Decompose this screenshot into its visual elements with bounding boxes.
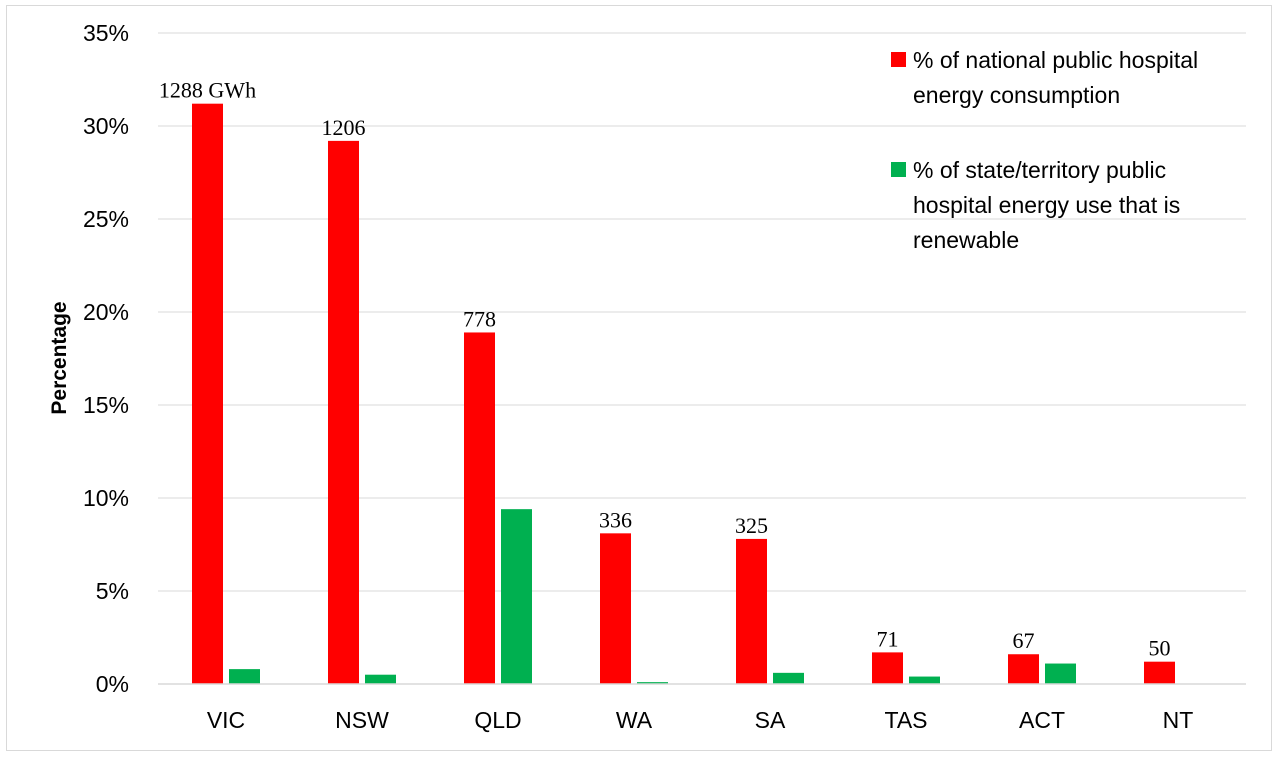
bar-national-share [600,533,631,684]
bars [192,103,1175,685]
legend-label: % of national public hospital [913,47,1198,73]
bar-national-share [1008,654,1039,684]
bar-national-share [736,538,767,684]
legend-label: % of state/territory public [913,157,1166,183]
bar-national-share [872,652,903,684]
bar-renewable-share [365,674,396,684]
legend-swatch [891,162,906,177]
data-label: 67 [1013,628,1035,653]
y-tick-label: 25% [83,206,129,232]
legend-label: hospital energy use that is [913,192,1180,218]
bar-national-share [1144,661,1175,684]
x-tick-label: WA [616,707,653,733]
x-tick-label: TAS [884,707,927,733]
legend-swatch [891,52,906,67]
legend-label: energy consumption [913,82,1120,108]
bar-renewable-share [229,669,260,684]
y-tick-label: 20% [83,299,129,325]
chart-frame [6,5,1272,751]
axes: 0% 5% 10% 15% 20% 25% 30% 35% VIC NSW QLD WA SA TAS AC… [83,20,1246,733]
data-label: 325 [735,513,768,538]
y-tick-label: 35% [83,20,129,46]
y-tick-label: 5% [96,578,129,604]
data-label: 50 [1149,636,1171,661]
x-tick-label: NSW [335,707,389,733]
bar-national-share [464,332,495,684]
data-label: 1288 GWh [159,78,256,103]
bar-renewable-share [501,509,532,684]
x-tick-label: ACT [1019,707,1065,733]
y-tick-label: 15% [83,392,129,418]
bar-national-share [328,140,359,684]
bar-national-share [192,103,223,685]
x-tick-label: QLD [474,707,521,733]
data-label: 1206 [322,115,366,140]
data-label: 71 [877,626,899,651]
y-tick-label: 0% [96,671,129,697]
y-tick-label: 30% [83,113,129,139]
y-tick-label: 10% [83,485,129,511]
bar-renewable-share [909,676,940,684]
bar-renewable-share [773,672,804,684]
legend-label: renewable [913,227,1019,253]
bar-renewable-share [637,682,668,684]
data-label: 778 [463,306,496,331]
legend: % of national public hospital energy cons… [891,47,1198,253]
x-tick-label: VIC [207,707,245,733]
x-tick-label: NT [1163,707,1194,733]
bar-renewable-share [1045,663,1076,684]
x-tick-label: SA [755,707,786,733]
y-axis-title: Percentage [48,301,71,414]
data-label: 336 [599,507,632,532]
data-labels: 1288 GWh 1206 778 336 325 71 67 50 [159,78,1171,661]
